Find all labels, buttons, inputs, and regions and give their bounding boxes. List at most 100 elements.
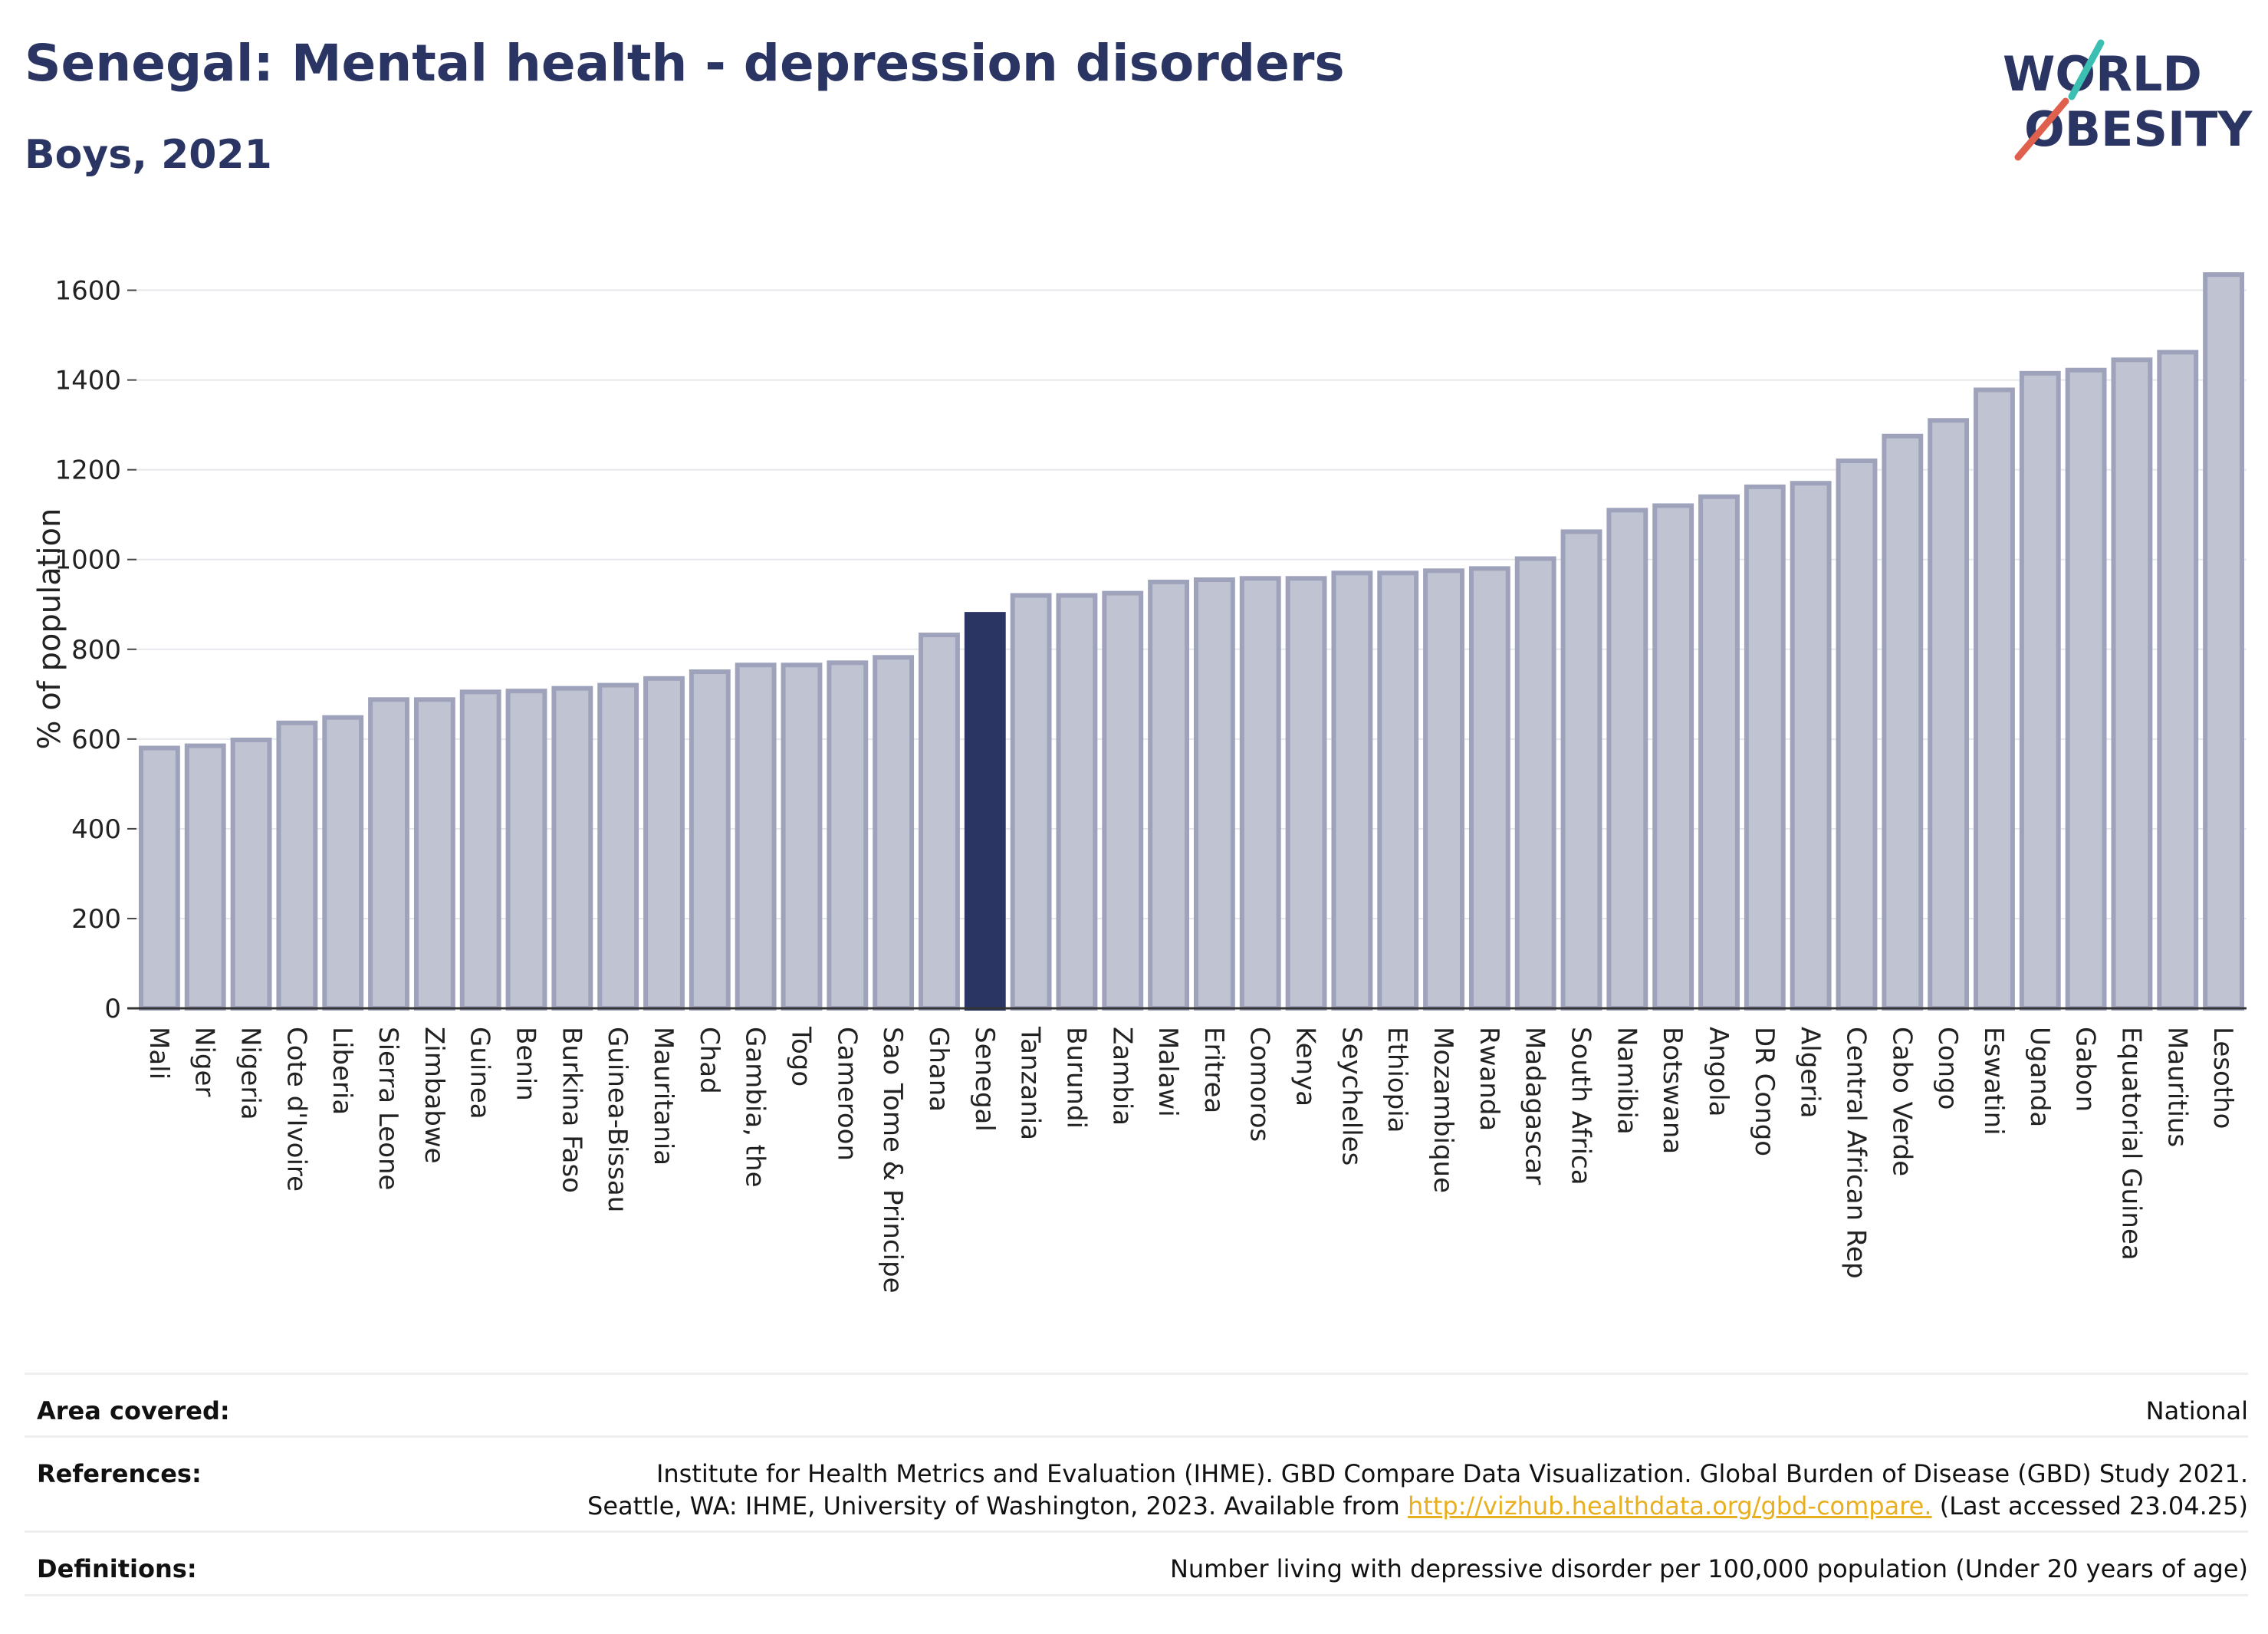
x-tick-label: Lesotho (2207, 1027, 2238, 1129)
x-tick-label: Kenya (1290, 1027, 1321, 1106)
x-tick-label: Cameroon (831, 1027, 862, 1161)
world-obesity-logo: WORLD OBESITY (2003, 39, 2253, 161)
bar-angola[interactable] (1698, 494, 1740, 1011)
x-tick-label: Ghana (923, 1027, 954, 1112)
bar-guinea[interactable] (459, 689, 501, 1011)
bar-uganda[interactable] (2019, 370, 2061, 1011)
bar-namibia[interactable] (1606, 508, 1648, 1011)
y-tick-label: 1200 (54, 455, 121, 486)
x-tick-label: Algeria (1795, 1027, 1826, 1118)
bar-dr-congo[interactable] (1744, 484, 1786, 1011)
y-tick-label: 800 (71, 635, 121, 666)
bar-sao-tome-principe[interactable] (873, 655, 915, 1011)
x-tick-label: Mali (143, 1027, 174, 1080)
bar-senegal[interactable] (964, 612, 1006, 1011)
bar-mozambique[interactable] (1423, 568, 1464, 1011)
x-tick-label: Angola (1703, 1027, 1734, 1116)
bar-algeria[interactable] (1790, 481, 1832, 1011)
definitions-label: Definitions: (37, 1554, 197, 1583)
bar-chart: 0 200 400 600 800 1000 1200 1400 1600 Mali Niger N… (32, 272, 2247, 1294)
bar-kenya[interactable] (1285, 576, 1327, 1011)
bar-niger[interactable] (184, 743, 226, 1011)
x-tick-label: Malawi (1152, 1027, 1183, 1117)
x-tick-label: Chad (694, 1027, 725, 1094)
bar-ghana[interactable] (919, 633, 960, 1011)
bar-burundi[interactable] (1056, 593, 1098, 1011)
x-tick-label: Madagascar (1520, 1027, 1550, 1185)
x-tick-label: Togo (785, 1026, 816, 1087)
x-tick-label: Botswana (1657, 1027, 1688, 1154)
bar-nigeria[interactable] (230, 737, 272, 1011)
x-tick-label: Seychelles (1336, 1027, 1366, 1165)
logo-line1: WORLD (2003, 46, 2202, 102)
bar-benin[interactable] (505, 689, 547, 1011)
x-tick-label: Central African Rep (1840, 1027, 1871, 1279)
definitions-value: Number living with depressive disorder p… (1169, 1554, 2248, 1583)
references-row: References: Institute for Health Metrics… (25, 1435, 2248, 1530)
bar-cameroon[interactable] (827, 660, 869, 1011)
bar-cote-d-ivoire[interactable] (276, 720, 318, 1011)
x-tick-label: Mozambique (1428, 1027, 1458, 1193)
x-tick-label: Senegal (969, 1027, 1000, 1132)
bar-cabo-verde[interactable] (1882, 433, 1924, 1011)
references-link[interactable]: http://vizhub.healthdata.org/gbd-compare… (1407, 1491, 1932, 1521)
bar-zimbabwe[interactable] (413, 697, 455, 1011)
y-tick-label: 1000 (54, 545, 121, 576)
bar-rwanda[interactable] (1468, 566, 1510, 1011)
bar-mauritania[interactable] (643, 676, 685, 1011)
x-tick-label: Mauritius (2161, 1027, 2192, 1147)
bar-central-african-rep[interactable] (1836, 458, 1878, 1011)
x-tick-label: Cabo Verde (1886, 1027, 1917, 1176)
x-tick-label: Comoros (1244, 1027, 1275, 1142)
bar-eritrea[interactable] (1193, 577, 1235, 1011)
bar-equatorial-guinea[interactable] (2111, 357, 2153, 1011)
x-tick-labels: Mali Niger Nigeria Cote d'Ivoire Liberia Sier… (143, 1026, 2238, 1294)
chart-subtitle: Boys, 2021 (25, 132, 272, 178)
bar-south-africa[interactable] (1560, 529, 1602, 1011)
bars (138, 272, 2245, 1011)
x-tick-label: Ethiopia (1382, 1027, 1412, 1133)
bar-lesotho[interactable] (2203, 272, 2245, 1011)
bar-mauritius[interactable] (2157, 350, 2199, 1011)
bar-gambia-the[interactable] (735, 662, 777, 1011)
x-tick-label: Guinea-Bissau (602, 1027, 633, 1212)
x-tick-label: Nigeria (235, 1027, 266, 1120)
bar-malawi[interactable] (1148, 579, 1190, 1011)
bar-congo[interactable] (1928, 418, 1970, 1011)
area-value: National (2145, 1396, 2248, 1425)
bar-sierra-leone[interactable] (368, 697, 409, 1011)
bar-tanzania[interactable] (1010, 593, 1052, 1011)
bar-zambia[interactable] (1102, 590, 1144, 1011)
y-tick-label: 400 (71, 814, 121, 845)
bar-chad[interactable] (689, 669, 731, 1011)
y-tick-label: 0 (104, 994, 121, 1024)
x-tick-label: Gabon (2070, 1027, 2101, 1112)
bar-madagascar[interactable] (1514, 556, 1556, 1011)
x-tick-label: DR Congo (1749, 1027, 1780, 1156)
bar-liberia[interactable] (322, 715, 364, 1011)
logo-line2: OBESITY (2024, 101, 2253, 157)
x-tick-label: Congo (1932, 1027, 1963, 1110)
references-line1: Institute for Health Metrics and Evaluat… (656, 1459, 2248, 1488)
bar-gabon[interactable] (2065, 367, 2107, 1011)
y-tick-labels: 0 200 400 600 800 1000 1200 1400 1600 (54, 276, 121, 1024)
x-tick-label: Rwanda (1474, 1027, 1504, 1131)
x-tick-label: Burkina Faso (556, 1027, 587, 1193)
x-tick-label: Liberia (327, 1027, 357, 1115)
bar-guinea-bissau[interactable] (597, 682, 639, 1011)
x-tick-label: Namibia (1611, 1027, 1642, 1135)
bar-comoros[interactable] (1239, 576, 1281, 1011)
x-tick-label: South Africa (1566, 1027, 1596, 1185)
references-line2: Seattle, WA: IHME, University of Washing… (587, 1491, 1408, 1521)
bar-seychelles[interactable] (1331, 570, 1373, 1011)
bar-botswana[interactable] (1652, 503, 1694, 1011)
bar-ethiopia[interactable] (1377, 570, 1419, 1011)
bar-eswatini[interactable] (1974, 387, 2015, 1011)
y-tick-label: 200 (71, 904, 121, 935)
bar-burkina-faso[interactable] (551, 685, 593, 1011)
x-tick-label: Gambia, the (740, 1027, 771, 1188)
bar-mali[interactable] (138, 745, 180, 1011)
x-tick-label: Tanzania (1015, 1026, 1046, 1140)
bar-togo[interactable] (781, 662, 823, 1011)
x-tick-label: Uganda (2024, 1027, 2055, 1127)
